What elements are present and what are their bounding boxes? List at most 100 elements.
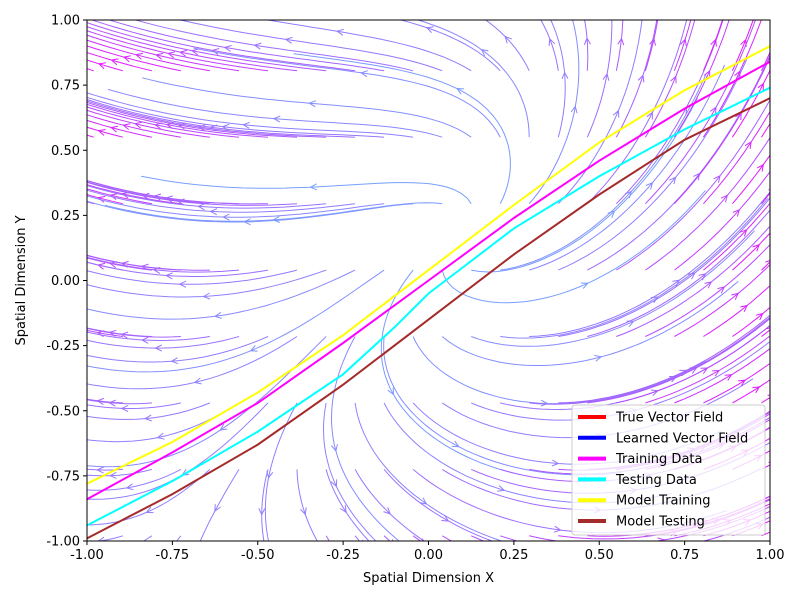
stream-line	[761, 531, 770, 537]
stream-line	[412, 535, 422, 541]
stream-arrow	[637, 74, 645, 83]
stream-arrow	[561, 71, 569, 80]
stream-arrow	[769, 117, 770, 118]
stream-arrow	[734, 70, 741, 79]
stream-arrow	[646, 111, 653, 120]
stream-line	[87, 257, 152, 271]
y-tick-label: 1.00	[51, 14, 80, 29]
stream-line	[615, 20, 724, 205]
stream-arrow	[657, 537, 666, 541]
stream-arrow	[97, 195, 106, 203]
stream-arrow	[110, 125, 119, 133]
stream-arrow	[717, 286, 726, 294]
stream-arrow	[693, 172, 701, 181]
stream-arrow	[455, 88, 465, 95]
legend-label: Training Data	[615, 452, 702, 467]
stream-arrow	[97, 129, 106, 136]
stream-line	[558, 197, 770, 337]
stream-arrow	[219, 423, 228, 431]
stream-line	[761, 396, 770, 404]
stream-arrow	[134, 52, 143, 60]
stream-arrow	[713, 174, 721, 183]
legend-label: Testing Data	[615, 473, 697, 488]
stream-arrow	[425, 26, 434, 33]
stream-arrow	[253, 42, 262, 50]
stream-line	[87, 109, 210, 138]
stream-line	[761, 192, 770, 205]
stream-arrow	[109, 193, 118, 200]
stream-line	[87, 96, 385, 138]
x-tick-label: -0.75	[156, 548, 190, 563]
legend-label: Learned Vector Field	[616, 431, 748, 446]
stream-arrow	[177, 122, 186, 130]
stream-arrow	[387, 387, 394, 396]
x-tick-label: 0.25	[499, 548, 528, 563]
stream-arrow	[242, 121, 250, 129]
stream-line	[732, 154, 770, 205]
stream-line	[95, 535, 124, 541]
stream-arrow	[456, 542, 463, 548]
stream-arrow	[165, 272, 173, 280]
stream-line	[142, 535, 153, 541]
stream-arrow	[78, 198, 85, 204]
stream-arrow	[145, 506, 154, 514]
stream-arrow	[309, 183, 318, 191]
stream-arrow	[497, 485, 506, 492]
stream-line	[354, 535, 361, 541]
stream-arrow	[144, 414, 152, 422]
stream-arrow	[698, 273, 707, 281]
x-axis-ticks: -1.00 -0.75 -0.50 -0.25 0.00 0.25 0.50 0.75 1.00	[70, 541, 784, 563]
stream-arrow	[110, 58, 119, 66]
x-axis-label: Spatial Dimension X	[363, 571, 494, 586]
stream-line	[87, 195, 385, 218]
series-line-model-training	[87, 45, 770, 485]
legend-label: Model Training	[616, 494, 710, 509]
stream-arrow	[740, 38, 747, 47]
stream-arrow	[125, 483, 134, 491]
y-tick-label: -0.75	[46, 469, 80, 484]
stream-line	[87, 399, 152, 405]
stream-line	[761, 329, 770, 337]
stream-arrow	[739, 228, 748, 237]
stream-arrow	[197, 203, 206, 211]
stream-arrow	[167, 51, 176, 59]
stream-arrow	[769, 44, 770, 45]
stream-arrow	[120, 404, 129, 412]
stream-arrow	[703, 69, 711, 78]
stream-arrow	[359, 70, 368, 78]
stream-arrow	[668, 176, 677, 185]
stream-arrow	[540, 399, 549, 407]
stream-arrow	[669, 376, 678, 383]
stream-arrow	[209, 208, 218, 216]
stream-line	[398, 20, 501, 72]
stream-arrow	[156, 432, 165, 440]
stream-arrow	[223, 45, 232, 52]
x-tick-label: -0.25	[326, 548, 360, 563]
stream-arrow	[308, 100, 317, 108]
x-tick-label: -1.00	[70, 548, 104, 563]
x-tick-label: 1.00	[756, 548, 785, 563]
stream-line	[87, 327, 181, 338]
stream-arrow	[644, 549, 651, 555]
stream-arrow	[222, 213, 230, 221]
stream-arrow	[141, 192, 150, 200]
legend-box	[571, 404, 766, 536]
stream-line	[87, 468, 153, 477]
stream-arrow	[551, 459, 560, 467]
stream-line	[87, 181, 298, 206]
stream-line	[87, 468, 182, 491]
stream-line	[87, 45, 182, 72]
stream-line	[584, 20, 589, 71]
x-tick-label: -0.50	[241, 548, 275, 563]
stream-line	[296, 469, 318, 541]
stream-arrow	[617, 37, 625, 46]
stream-arrow	[570, 105, 578, 114]
stream-line	[673, 20, 730, 138]
stream-arrow	[131, 542, 138, 548]
stream-line	[87, 402, 182, 410]
stream-line	[645, 20, 756, 205]
stream-line	[325, 535, 330, 541]
y-axis-label: Spatial Dimension Y	[14, 215, 29, 345]
stream-line	[87, 269, 298, 285]
stream-line	[587, 209, 770, 337]
